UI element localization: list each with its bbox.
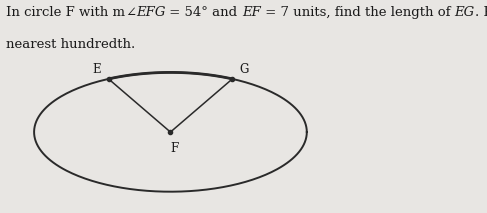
Text: . Round to the: . Round to the: [475, 6, 487, 19]
Text: EF: EF: [242, 6, 261, 19]
Text: = 54° and: = 54° and: [166, 6, 242, 19]
Text: E: E: [93, 63, 101, 76]
Text: ∠: ∠: [125, 6, 136, 19]
Text: In circle F with m: In circle F with m: [6, 6, 125, 19]
Text: = 7 units, find the length of: = 7 units, find the length of: [261, 6, 454, 19]
Text: G: G: [240, 63, 249, 76]
Text: EFG: EFG: [136, 6, 166, 19]
Text: F: F: [170, 142, 178, 155]
Text: EG: EG: [454, 6, 475, 19]
Text: nearest hundredth.: nearest hundredth.: [6, 38, 135, 51]
